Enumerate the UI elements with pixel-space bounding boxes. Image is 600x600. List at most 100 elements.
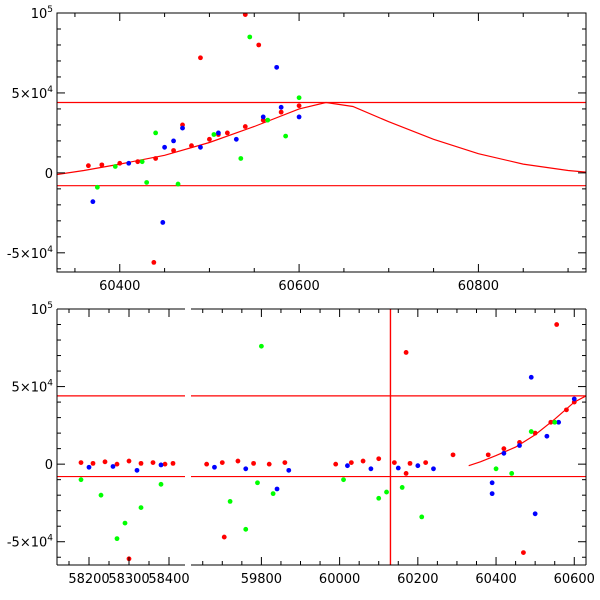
- data-point: [153, 130, 159, 136]
- data-point: [376, 495, 382, 501]
- data-point: [170, 460, 176, 466]
- data-point: [501, 446, 507, 452]
- data-point: [265, 117, 271, 123]
- y-tick-label: 0: [45, 458, 53, 473]
- data-point: [509, 471, 515, 476]
- data-point: [134, 467, 140, 473]
- data-point: [235, 458, 241, 464]
- y-tick-label: 105: [31, 5, 53, 22]
- bottom-plot-segment-1: [57, 395, 185, 562]
- data-point: [151, 260, 157, 265]
- data-point: [126, 160, 132, 166]
- y-tick-exponent: 5: [47, 301, 53, 311]
- data-point: [98, 492, 104, 498]
- data-point: [278, 109, 284, 115]
- y-tick-label: 5×104: [12, 379, 54, 396]
- data-point: [415, 463, 421, 469]
- series-green: [227, 343, 558, 532]
- data-point: [94, 184, 100, 190]
- data-point: [158, 462, 164, 468]
- x-tick-label: 59800: [241, 572, 282, 587]
- data-point: [341, 477, 346, 483]
- series-red: [204, 322, 577, 555]
- data-point: [489, 491, 495, 497]
- data-point: [296, 114, 302, 120]
- data-point: [171, 138, 176, 144]
- series-red: [78, 458, 176, 562]
- data-point: [278, 104, 284, 110]
- data-point: [395, 465, 401, 471]
- data-point: [242, 124, 248, 129]
- data-point: [86, 464, 92, 470]
- series-blue: [90, 64, 302, 225]
- data-point: [532, 511, 538, 517]
- data-point: [171, 148, 176, 153]
- model-curve: [57, 101, 586, 176]
- y-tick-mantissa: 5×10: [12, 381, 48, 396]
- series-green: [78, 477, 164, 542]
- data-point: [112, 164, 118, 169]
- data-point: [407, 460, 413, 466]
- data-point: [212, 464, 217, 470]
- data-point: [423, 460, 429, 465]
- x-tick-label: 60800: [458, 279, 499, 294]
- data-point: [102, 459, 108, 465]
- top-frame: [56, 12, 587, 273]
- x-tick-label: 60600: [554, 572, 595, 587]
- data-point: [122, 520, 128, 526]
- y-tick-mantissa: -5×10: [7, 536, 47, 551]
- y-tick-exponent: 4: [47, 379, 53, 389]
- data-point: [78, 460, 84, 465]
- data-point: [117, 160, 123, 166]
- data-point: [135, 159, 141, 165]
- x-tick-label: 60000: [319, 572, 360, 587]
- data-point: [258, 343, 264, 349]
- x-tick-label: 58200: [68, 572, 109, 587]
- data-point: [215, 130, 221, 136]
- x-tick-label: 60400: [99, 279, 140, 294]
- data-point: [556, 419, 562, 425]
- data-point: [227, 498, 233, 504]
- y-tick-label: 105: [31, 301, 53, 318]
- data-point: [360, 458, 366, 464]
- data-point: [283, 133, 289, 139]
- series-blue: [212, 374, 577, 517]
- data-point: [175, 181, 181, 187]
- data-point: [266, 461, 272, 467]
- data-point: [376, 456, 382, 462]
- data-point: [270, 491, 276, 497]
- data-point: [528, 429, 534, 434]
- data-point: [564, 407, 569, 413]
- data-point: [162, 144, 167, 150]
- y-tick-label: 5×104: [12, 85, 54, 102]
- data-point: [493, 466, 499, 472]
- data-point: [153, 156, 159, 161]
- y-tick-mantissa: 5×10: [12, 87, 48, 102]
- data-point: [247, 34, 253, 40]
- data-point: [348, 460, 354, 465]
- y-tick-mantissa: 10: [31, 303, 48, 318]
- data-point: [126, 458, 132, 464]
- data-point: [431, 466, 436, 472]
- data-point: [207, 136, 212, 142]
- data-point: [233, 136, 239, 142]
- data-point: [242, 13, 248, 17]
- data-point: [485, 452, 491, 458]
- data-point: [528, 374, 534, 380]
- data-point: [114, 536, 120, 542]
- data-point: [554, 322, 560, 327]
- data-point: [198, 144, 203, 150]
- data-point: [274, 64, 280, 70]
- series-blue: [86, 462, 164, 473]
- data-point: [78, 477, 84, 483]
- data-point: [403, 350, 409, 355]
- data-point: [138, 460, 144, 466]
- data-point: [552, 419, 558, 425]
- data-point: [403, 471, 409, 476]
- data-point: [419, 514, 425, 520]
- data-point: [251, 460, 256, 466]
- data-point: [224, 130, 230, 136]
